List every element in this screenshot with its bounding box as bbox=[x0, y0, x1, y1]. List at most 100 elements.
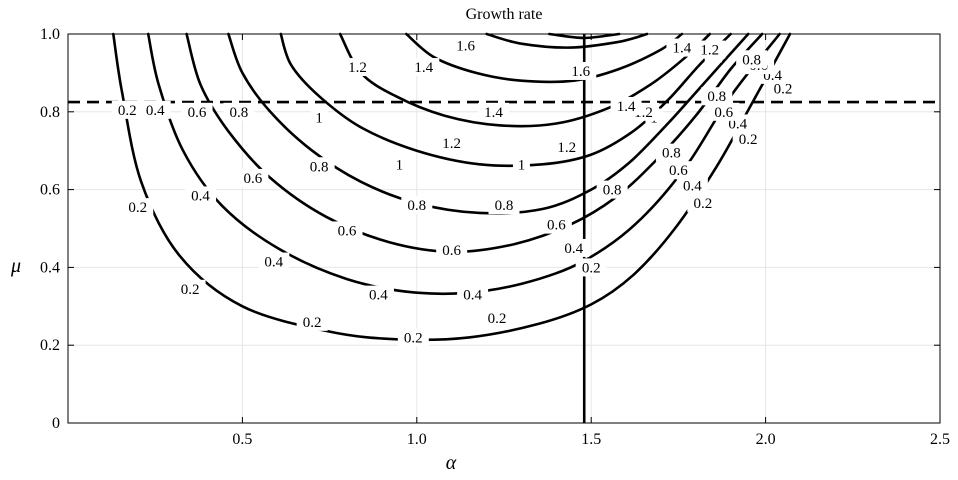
contour-label-gap bbox=[362, 285, 394, 304]
contour-label: 0.6 bbox=[442, 243, 461, 259]
contour-label: 0.2 bbox=[128, 200, 147, 216]
y-tick-label: 0.6 bbox=[40, 182, 60, 199]
contour-line-0-8 bbox=[227, 32, 750, 215]
x-tick-label: 2.0 bbox=[756, 431, 776, 448]
contour-label: 0.2 bbox=[404, 330, 423, 346]
contour-label: 0.4 bbox=[463, 288, 482, 304]
contour-label: 0.8 bbox=[310, 159, 329, 175]
contour-label: 1.6 bbox=[456, 39, 475, 55]
contour-label-gap bbox=[436, 133, 468, 152]
contour-label: 0.8 bbox=[495, 198, 514, 214]
contour-label-gap bbox=[408, 58, 440, 77]
contour-label: 0.6 bbox=[188, 105, 207, 121]
contour-line-1-4 bbox=[405, 32, 684, 84]
contour-line-1 bbox=[279, 32, 732, 168]
contour-label-gap bbox=[303, 157, 335, 176]
contour-label: 0.4 bbox=[683, 179, 702, 195]
contour-label-gap bbox=[481, 308, 513, 327]
grid bbox=[68, 34, 940, 423]
contour-labels: 0.20.20.20.20.20.20.20.20.20.20.40.40.40… bbox=[111, 36, 799, 347]
contour-label-gap bbox=[736, 50, 768, 69]
contour-label: 0.2 bbox=[693, 196, 712, 212]
contour-label-gap bbox=[694, 40, 726, 59]
contour-label-gap bbox=[342, 58, 374, 77]
contour-label-gap bbox=[401, 196, 433, 215]
contour-label: 0.2 bbox=[582, 260, 601, 276]
contour-label-gap bbox=[610, 96, 642, 115]
contour-label: 1.4 bbox=[484, 105, 503, 121]
contour-label: 0.2 bbox=[303, 315, 322, 331]
contour-label: 1 bbox=[396, 157, 404, 173]
contour-label: 0.8 bbox=[742, 52, 761, 68]
contour-label-gap bbox=[223, 102, 255, 121]
contour-label: 0.6 bbox=[669, 163, 688, 179]
contour-line-0-6 bbox=[185, 32, 764, 254]
contour-label-gap bbox=[397, 328, 429, 347]
contour-label-gap bbox=[565, 61, 597, 80]
contour-label-gap bbox=[687, 194, 719, 213]
contour-label-gap bbox=[676, 176, 708, 195]
contour-label: 0.4 bbox=[191, 188, 210, 204]
y-axis-title: μ bbox=[10, 255, 21, 277]
x-tick-label: 1.0 bbox=[407, 431, 427, 448]
contour-label-gap bbox=[540, 215, 572, 234]
contour-label-gap bbox=[767, 79, 799, 98]
contour-label-gap bbox=[512, 155, 530, 174]
contour-line-1-2 bbox=[338, 32, 712, 128]
reference-lines bbox=[68, 34, 940, 423]
contour-label-gap bbox=[111, 100, 143, 119]
contour-label-gap bbox=[558, 238, 590, 257]
contour-label-gap bbox=[139, 100, 171, 119]
contour-label-gap bbox=[488, 196, 520, 215]
contour-label-gap bbox=[732, 130, 764, 149]
contour-label-gap bbox=[666, 38, 698, 57]
contour-line-1-6 bbox=[485, 32, 649, 49]
contour-label-gap bbox=[185, 186, 217, 205]
plot-frame bbox=[67, 33, 941, 424]
contour-label-gap bbox=[331, 221, 363, 240]
y-tick-label: 1.0 bbox=[40, 26, 60, 43]
y-tick-label: 0 bbox=[52, 415, 60, 432]
x-tick-label: 1.5 bbox=[581, 431, 601, 448]
contour-label-gap bbox=[258, 252, 290, 271]
contour-label-gap bbox=[708, 102, 740, 121]
contour-label: 0.4 bbox=[264, 255, 283, 271]
contour-label-gap bbox=[551, 137, 583, 156]
contour-label: 1 bbox=[518, 157, 526, 173]
contour-label-gap bbox=[122, 198, 154, 217]
x-tick-label: 0.5 bbox=[232, 431, 252, 448]
contour-label: 0.8 bbox=[230, 105, 249, 121]
contour-label-gap bbox=[310, 108, 328, 127]
contour-label-gap bbox=[181, 102, 213, 121]
contour-label-gap bbox=[450, 36, 482, 55]
contour-label: 0.2 bbox=[488, 311, 507, 327]
contour-label: 1.4 bbox=[617, 99, 636, 115]
contour-label-gap bbox=[390, 155, 408, 174]
contour-label: 0.6 bbox=[338, 223, 357, 239]
contour-label: 0.8 bbox=[407, 198, 426, 214]
contour-label: 1.6 bbox=[571, 64, 590, 80]
contour-label: 0.2 bbox=[118, 103, 137, 119]
contour-label: 1.2 bbox=[442, 136, 461, 152]
y-tick-label: 0.2 bbox=[40, 337, 60, 354]
contour-label: 1 bbox=[315, 111, 323, 127]
x-axis-title: α bbox=[446, 452, 457, 474]
contour-label: 0.6 bbox=[243, 171, 262, 187]
contour-label: 1.2 bbox=[348, 60, 367, 76]
contour-label: 0.8 bbox=[707, 89, 726, 105]
chart-title: Growth rate bbox=[466, 6, 543, 23]
contour-label: 0.2 bbox=[774, 81, 793, 97]
contour-label: 0.4 bbox=[146, 103, 165, 119]
contour-label: 0.2 bbox=[739, 132, 758, 148]
contour-label-gap bbox=[436, 240, 468, 259]
contour-label-gap bbox=[174, 279, 206, 298]
contour-label-gap bbox=[655, 143, 687, 162]
contour-label: 0.4 bbox=[369, 288, 388, 304]
contour-label: 1.4 bbox=[673, 41, 692, 57]
contour-label-gap bbox=[296, 312, 328, 331]
contour-label: 1.2 bbox=[700, 43, 719, 59]
contour-label-gap bbox=[701, 87, 733, 106]
contour-label-gap bbox=[596, 180, 628, 199]
axis-ticks: 0.5 1.0 1.5 2.0 2.500.20.40.60.81.0 bbox=[40, 26, 950, 448]
